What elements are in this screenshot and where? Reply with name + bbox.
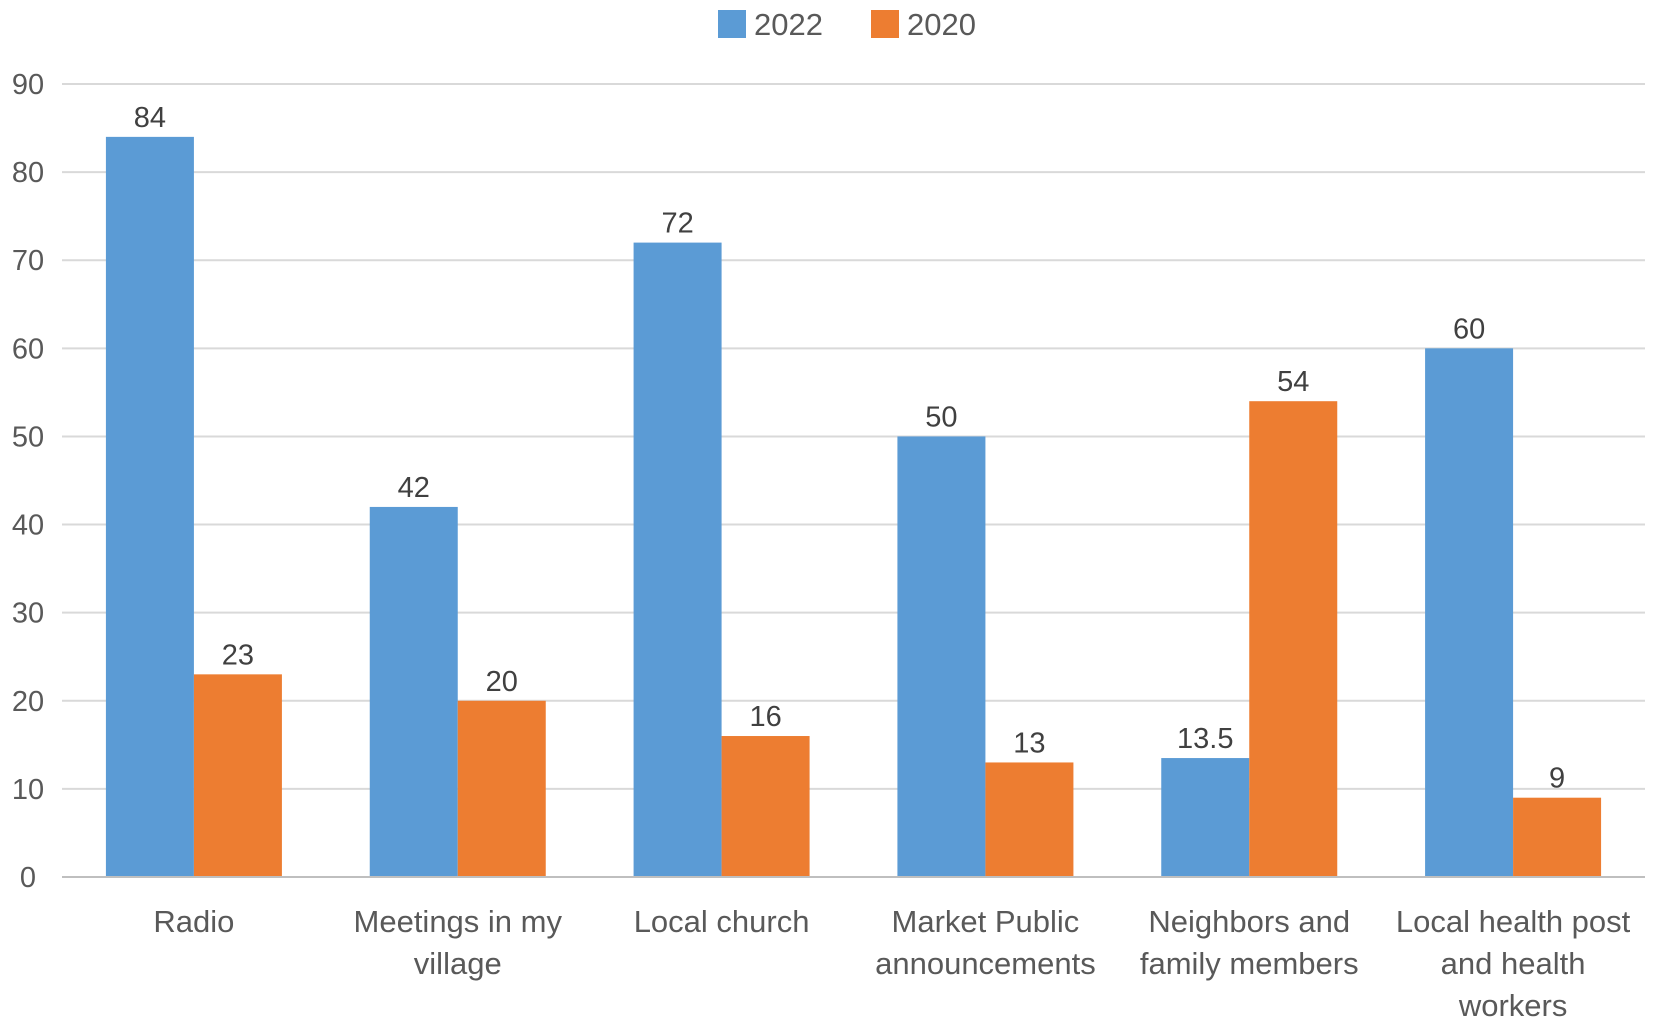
- y-tick-label: 90: [12, 69, 44, 101]
- bar-2020-4: [1249, 401, 1338, 877]
- bar-2020-2: [721, 736, 810, 877]
- bar-2022-2: [633, 242, 722, 878]
- x-tick-label: workers: [1458, 988, 1568, 1023]
- x-axis: Radio Meetings in my village Local church Ma…: [62, 876, 1645, 1023]
- y-tick-label: 70: [12, 245, 44, 277]
- data-label-2020-4: 54: [1277, 366, 1309, 398]
- data-label-2020-2: 16: [749, 701, 781, 733]
- x-tick-label: family members: [1140, 946, 1359, 981]
- y-tick-label: 40: [12, 510, 44, 542]
- data-label-2022-0: 84: [134, 102, 166, 134]
- x-tick-label: Radio: [153, 904, 234, 939]
- data-label-2022-5: 60: [1453, 313, 1485, 345]
- data-label-2020-0: 23: [222, 639, 254, 671]
- bar-2022-0: [105, 136, 194, 877]
- data-label-2020-1: 20: [486, 666, 518, 698]
- y-tick-label: 80: [12, 157, 44, 189]
- legend-label-2022: 2022: [754, 7, 823, 42]
- x-tick-label: Local church: [634, 904, 810, 939]
- x-tick-label: village: [414, 946, 502, 981]
- legend: 2022 2020: [718, 7, 976, 42]
- data-label-2022-1: 42: [398, 472, 430, 504]
- x-tick-label: Local health post: [1396, 904, 1631, 939]
- data-labels: 84 42 72 50 13.5 60 23 20 16 13 54 9: [134, 102, 1565, 795]
- bar-2022-5: [1425, 348, 1514, 877]
- data-label-2022-3: 50: [925, 401, 957, 433]
- bar-2020-0: [193, 674, 282, 877]
- bar-2020-5: [1513, 797, 1602, 877]
- y-axis: 0 10 20 30 40 50 60 70 80 90: [12, 69, 44, 894]
- y-tick-label: 60: [12, 333, 44, 365]
- x-tick-label: Meetings in my: [354, 904, 563, 939]
- x-tick-label: announcements: [875, 946, 1096, 981]
- bar-2022-1: [369, 506, 458, 877]
- x-tick-label: and health: [1441, 946, 1586, 981]
- y-tick-label: 30: [12, 598, 44, 630]
- y-tick-label: 20: [12, 686, 44, 718]
- gridlines: [62, 83, 1645, 878]
- y-tick-label: 50: [12, 421, 44, 453]
- x-tick-label: Market Public: [892, 904, 1080, 939]
- bar-2022-4: [1161, 758, 1250, 877]
- data-label-2020-3: 13: [1013, 727, 1045, 759]
- legend-swatch-2022: [718, 10, 746, 38]
- y-tick-label: 10: [12, 774, 44, 806]
- data-label-2020-5: 9: [1549, 763, 1565, 795]
- y-tick-label: 0: [20, 862, 36, 894]
- legend-label-2020: 2020: [907, 7, 976, 42]
- data-label-2022-2: 72: [661, 208, 693, 240]
- bar-2022-3: [897, 436, 986, 877]
- bar-2020-3: [985, 762, 1074, 877]
- legend-swatch-2020: [871, 10, 899, 38]
- bar-2020-1: [457, 700, 546, 877]
- bars: [105, 136, 1602, 878]
- x-tick-label: Neighbors and: [1148, 904, 1350, 939]
- data-label-2022-4: 13.5: [1177, 723, 1233, 755]
